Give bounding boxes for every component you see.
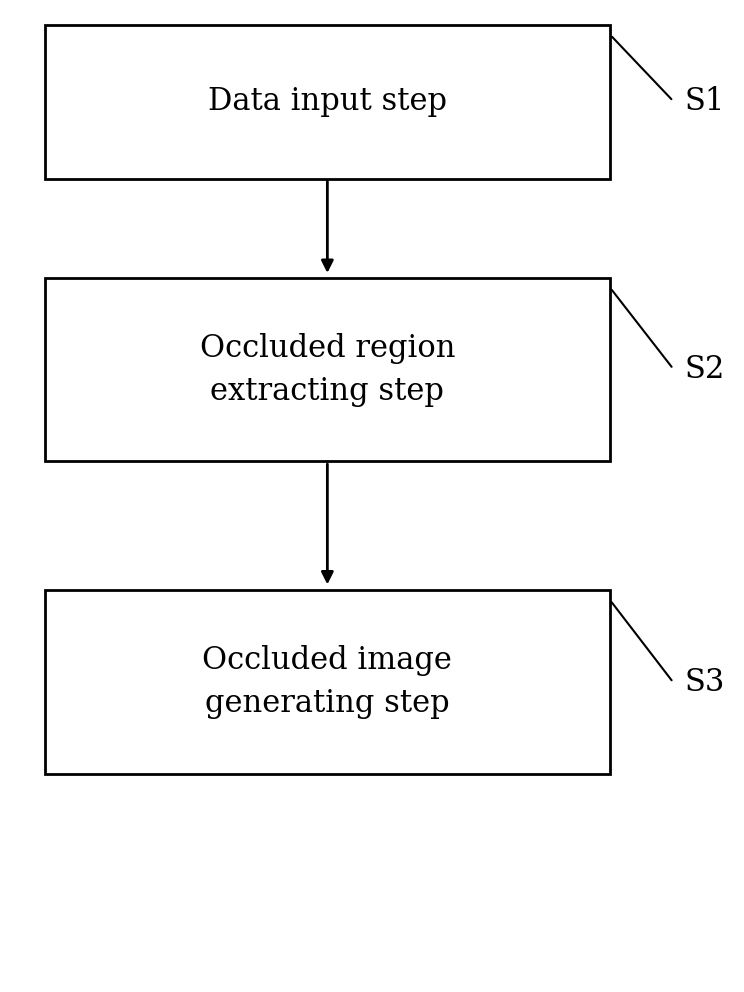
Bar xyxy=(45,278,610,461)
Text: S1: S1 xyxy=(684,85,725,117)
Text: Occluded image
generating step: Occluded image generating step xyxy=(202,645,452,719)
Text: S2: S2 xyxy=(684,353,725,385)
Text: S3: S3 xyxy=(684,667,725,698)
Text: Occluded region
extracting step: Occluded region extracting step xyxy=(199,332,455,407)
Bar xyxy=(45,25,610,179)
Bar xyxy=(45,590,610,774)
Text: Data input step: Data input step xyxy=(208,86,447,117)
